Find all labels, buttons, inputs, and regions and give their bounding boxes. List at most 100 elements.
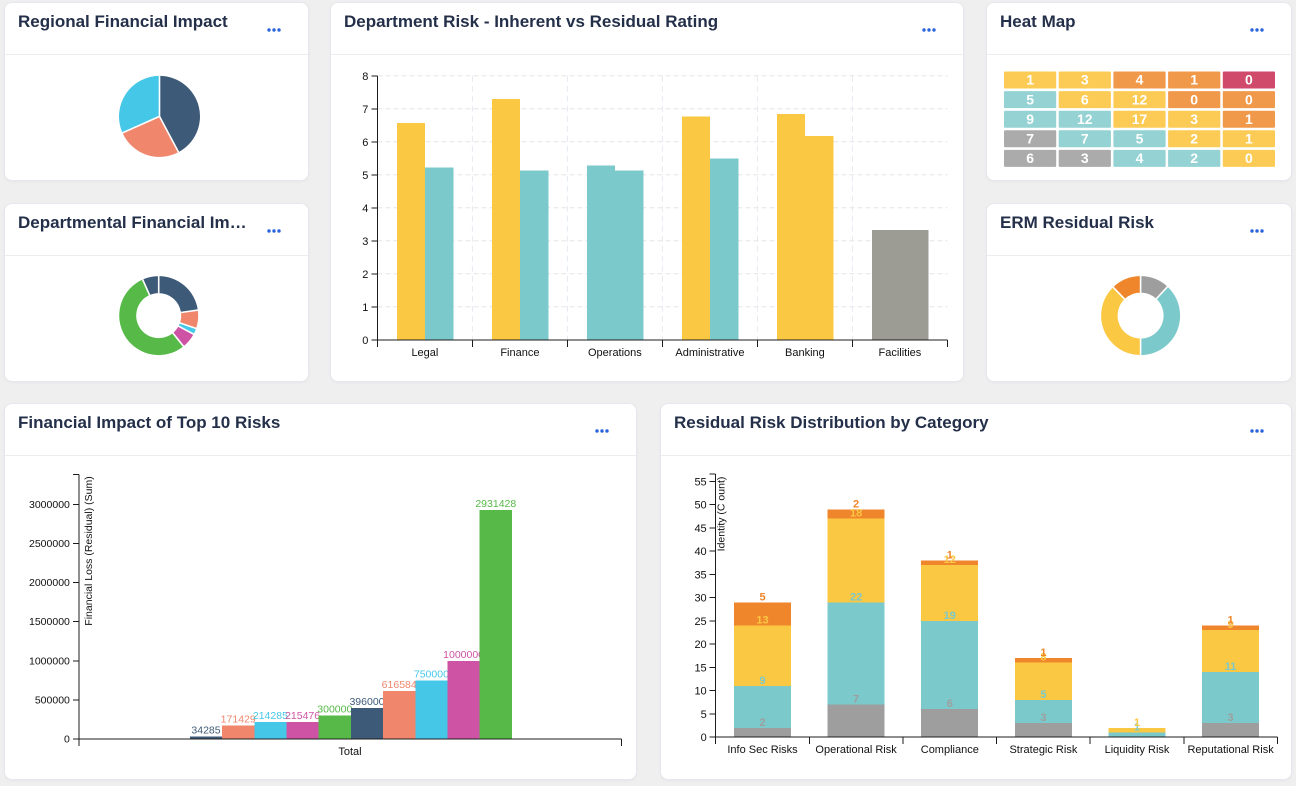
svg-text:34285: 34285 xyxy=(191,724,220,736)
svg-text:12: 12 xyxy=(1132,91,1148,107)
svg-text:Facilities: Facilities xyxy=(879,347,922,359)
svg-text:2: 2 xyxy=(1190,150,1198,166)
svg-text:0: 0 xyxy=(1245,91,1253,107)
svg-text:1: 1 xyxy=(362,302,368,314)
svg-text:0: 0 xyxy=(1245,150,1253,166)
svg-text:2500000: 2500000 xyxy=(29,538,70,550)
svg-text:9: 9 xyxy=(1228,619,1234,631)
svg-text:6: 6 xyxy=(1026,150,1034,166)
svg-text:1: 1 xyxy=(1026,72,1034,88)
svg-text:35: 35 xyxy=(694,569,706,581)
svg-text:5: 5 xyxy=(1040,689,1046,701)
svg-text:616584: 616584 xyxy=(382,679,417,691)
svg-text:300000: 300000 xyxy=(317,704,352,716)
svg-text:5: 5 xyxy=(1136,131,1144,147)
svg-text:Finance: Finance xyxy=(500,347,539,359)
svg-text:750000: 750000 xyxy=(414,668,449,680)
svg-text:4: 4 xyxy=(1136,150,1144,166)
svg-text:6: 6 xyxy=(947,698,953,710)
svg-text:3: 3 xyxy=(362,236,368,248)
svg-text:3: 3 xyxy=(1190,111,1198,127)
svg-text:396000: 396000 xyxy=(349,696,384,708)
svg-text:4: 4 xyxy=(1136,72,1144,88)
svg-text:1: 1 xyxy=(1245,131,1253,147)
svg-text:5: 5 xyxy=(362,170,368,182)
svg-text:Info Sec Risks: Info Sec Risks xyxy=(727,744,798,756)
svg-text:5: 5 xyxy=(759,591,765,603)
svg-text:5: 5 xyxy=(1026,91,1034,107)
svg-text:45: 45 xyxy=(694,523,706,535)
svg-text:6: 6 xyxy=(362,137,368,149)
svg-text:12: 12 xyxy=(944,554,956,566)
svg-text:1: 1 xyxy=(1228,615,1234,627)
svg-text:4: 4 xyxy=(362,203,368,215)
svg-text:Financial Loss (Residual) (Sum: Financial Loss (Residual) (Sum) xyxy=(83,476,95,625)
svg-text:30: 30 xyxy=(694,593,706,605)
svg-text:17: 17 xyxy=(1132,111,1148,127)
svg-text:7: 7 xyxy=(362,104,368,116)
svg-text:1: 1 xyxy=(1245,111,1253,127)
svg-text:22: 22 xyxy=(850,591,862,603)
svg-text:Legal: Legal xyxy=(411,347,438,359)
svg-text:3: 3 xyxy=(1228,712,1234,724)
svg-text:Compliance: Compliance xyxy=(921,744,979,756)
svg-text:2: 2 xyxy=(362,269,368,281)
svg-text:3: 3 xyxy=(1081,150,1089,166)
svg-text:0: 0 xyxy=(362,335,368,347)
svg-text:Reputational Risk: Reputational Risk xyxy=(1187,744,1274,756)
svg-text:Operational Risk: Operational Risk xyxy=(815,744,897,756)
svg-text:1: 1 xyxy=(1190,72,1198,88)
svg-text:2000000: 2000000 xyxy=(29,577,70,589)
svg-text:171429: 171429 xyxy=(221,714,256,726)
svg-text:0: 0 xyxy=(1245,72,1253,88)
svg-text:8: 8 xyxy=(1040,652,1046,664)
svg-text:Strategic Risk: Strategic Risk xyxy=(1009,744,1077,756)
svg-text:11: 11 xyxy=(1225,661,1237,673)
svg-text:Identity (C ount): Identity (C ount) xyxy=(716,477,728,552)
svg-text:1: 1 xyxy=(1134,717,1140,729)
svg-text:1000000: 1000000 xyxy=(443,649,484,661)
svg-text:7: 7 xyxy=(1026,131,1034,147)
svg-text:13: 13 xyxy=(756,615,768,627)
svg-text:1000000: 1000000 xyxy=(29,655,70,667)
svg-text:215476: 215476 xyxy=(285,710,320,722)
svg-text:15: 15 xyxy=(694,662,706,674)
svg-text:500000: 500000 xyxy=(35,694,70,706)
svg-text:Banking: Banking xyxy=(785,347,825,359)
svg-text:1: 1 xyxy=(1134,722,1140,734)
svg-text:1: 1 xyxy=(947,549,953,561)
svg-text:2: 2 xyxy=(1190,131,1198,147)
svg-text:1500000: 1500000 xyxy=(29,616,70,628)
svg-text:3: 3 xyxy=(1040,712,1046,724)
svg-text:1: 1 xyxy=(1040,647,1046,659)
svg-text:Liquidity Risk: Liquidity Risk xyxy=(1105,744,1170,756)
svg-text:214285: 214285 xyxy=(253,710,288,722)
svg-text:7: 7 xyxy=(1081,131,1089,147)
svg-text:12: 12 xyxy=(1077,111,1093,127)
svg-text:0: 0 xyxy=(701,732,707,744)
svg-text:7: 7 xyxy=(853,694,859,706)
svg-text:0: 0 xyxy=(1190,91,1198,107)
svg-text:Operations: Operations xyxy=(588,347,642,359)
svg-text:2: 2 xyxy=(759,717,765,729)
svg-text:20: 20 xyxy=(694,639,706,651)
svg-text:50: 50 xyxy=(694,500,706,512)
svg-text:2931428: 2931428 xyxy=(475,498,516,510)
svg-text:40: 40 xyxy=(694,546,706,558)
svg-text:8: 8 xyxy=(362,71,368,83)
svg-text:25: 25 xyxy=(694,616,706,628)
svg-text:0: 0 xyxy=(64,734,70,746)
svg-text:6: 6 xyxy=(1081,91,1089,107)
svg-text:5: 5 xyxy=(701,709,707,721)
svg-text:9: 9 xyxy=(759,675,765,687)
svg-text:55: 55 xyxy=(694,476,706,488)
svg-text:2: 2 xyxy=(853,498,859,510)
svg-text:3: 3 xyxy=(1081,72,1089,88)
svg-text:19: 19 xyxy=(944,610,956,622)
svg-text:Administrative: Administrative xyxy=(675,347,744,359)
svg-text:10: 10 xyxy=(694,686,706,698)
svg-text:Total: Total xyxy=(338,746,361,758)
svg-text:18: 18 xyxy=(850,508,862,520)
svg-text:9: 9 xyxy=(1026,111,1034,127)
svg-text:3000000: 3000000 xyxy=(29,499,70,511)
